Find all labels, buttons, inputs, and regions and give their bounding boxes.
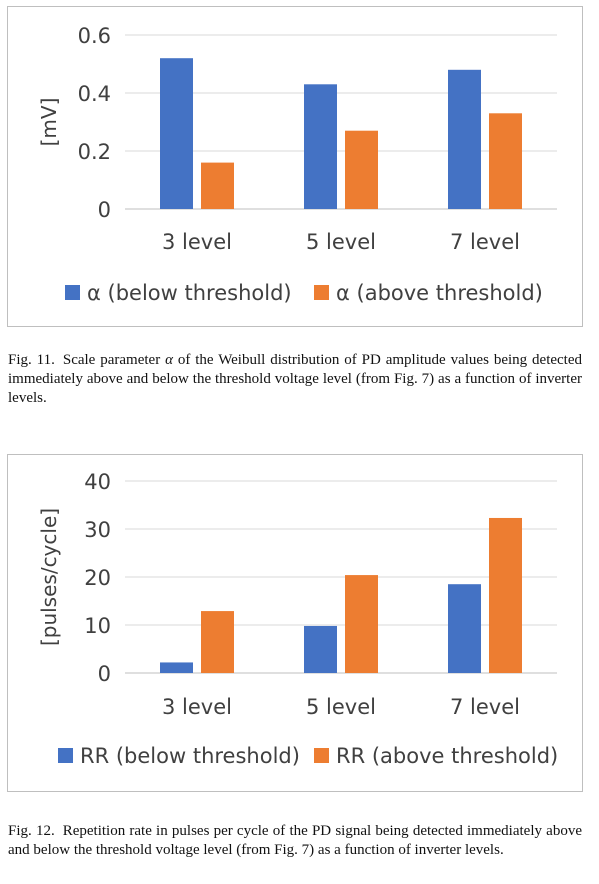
legend-swatch <box>58 748 73 763</box>
figure-12-chart: 0 10 20 30 40 [pulses/cycle] 3 level 5 level 7 l… <box>7 454 583 792</box>
chart-repetition-rate: 0 10 20 30 40 [pulses/cycle] 3 level 5 level 7 l… <box>37 470 558 768</box>
y-axis-label: [pulses/cycle] <box>37 508 61 646</box>
y-tick-label: 30 <box>84 518 111 542</box>
bar-above-threshold <box>201 611 234 673</box>
caption-alpha-symbol: α <box>165 352 173 368</box>
y-tick-label: 10 <box>84 614 111 638</box>
bar-above-threshold <box>489 113 522 209</box>
bar-below-threshold <box>304 84 337 209</box>
caption-text: Repetition rate in pulses per cycle of t… <box>8 823 582 858</box>
y-tick-label: 0.6 <box>78 24 111 48</box>
y-tick-label: 20 <box>84 566 111 590</box>
caption-label: Fig. 11. <box>8 352 55 368</box>
chart-scale-parameter: 0 0.2 0.4 0.6 [mV] 3 level 5 level 7 level α (be… <box>37 24 557 305</box>
bar-above-threshold <box>345 130 378 209</box>
figure-12-caption: Fig. 12. Repetition rate in pulses per cy… <box>8 822 582 860</box>
y-tick-label: 0 <box>98 662 111 686</box>
legend-label: α (above threshold) <box>336 281 543 305</box>
y-tick-label: 40 <box>84 470 111 494</box>
legend-label: RR (above threshold) <box>336 744 558 768</box>
bar-above-threshold <box>345 575 378 673</box>
legend-swatch <box>314 748 329 763</box>
x-tick-label: 3 level <box>162 695 232 719</box>
caption-text-end: of the Weibull distribution of PD amplit… <box>8 352 583 406</box>
x-tick-label: 7 level <box>450 695 520 719</box>
figure-11-caption: Fig. 11. Scale parameter α of the Weibull… <box>8 351 582 408</box>
y-tick-label: 0 <box>98 198 111 222</box>
bar-above-threshold <box>489 517 522 673</box>
x-tick-label: 3 level <box>162 230 232 254</box>
legend-swatch <box>314 285 329 300</box>
legend-label: α (below threshold) <box>87 281 292 305</box>
bar-below-threshold <box>160 662 193 673</box>
bar-above-threshold <box>201 162 234 209</box>
y-axis-label: [mV] <box>37 98 61 147</box>
y-tick-label: 0.2 <box>78 140 111 164</box>
bar-below-threshold <box>448 69 481 209</box>
caption-text-start: Scale parameter <box>62 352 166 368</box>
x-tick-label: 7 level <box>450 230 520 254</box>
bar-below-threshold <box>160 58 193 210</box>
bar-below-threshold <box>448 584 481 673</box>
caption-label: Fig. 12. <box>8 823 55 839</box>
x-tick-label: 5 level <box>306 695 376 719</box>
x-tick-label: 5 level <box>306 230 376 254</box>
figure-11-chart: 0 0.2 0.4 0.6 [mV] 3 level 5 level 7 level α (be… <box>7 6 583 327</box>
legend-label: RR (below threshold) <box>80 744 300 768</box>
bar-below-threshold <box>304 625 337 673</box>
y-tick-label: 0.4 <box>78 82 111 106</box>
legend-swatch <box>65 285 80 300</box>
